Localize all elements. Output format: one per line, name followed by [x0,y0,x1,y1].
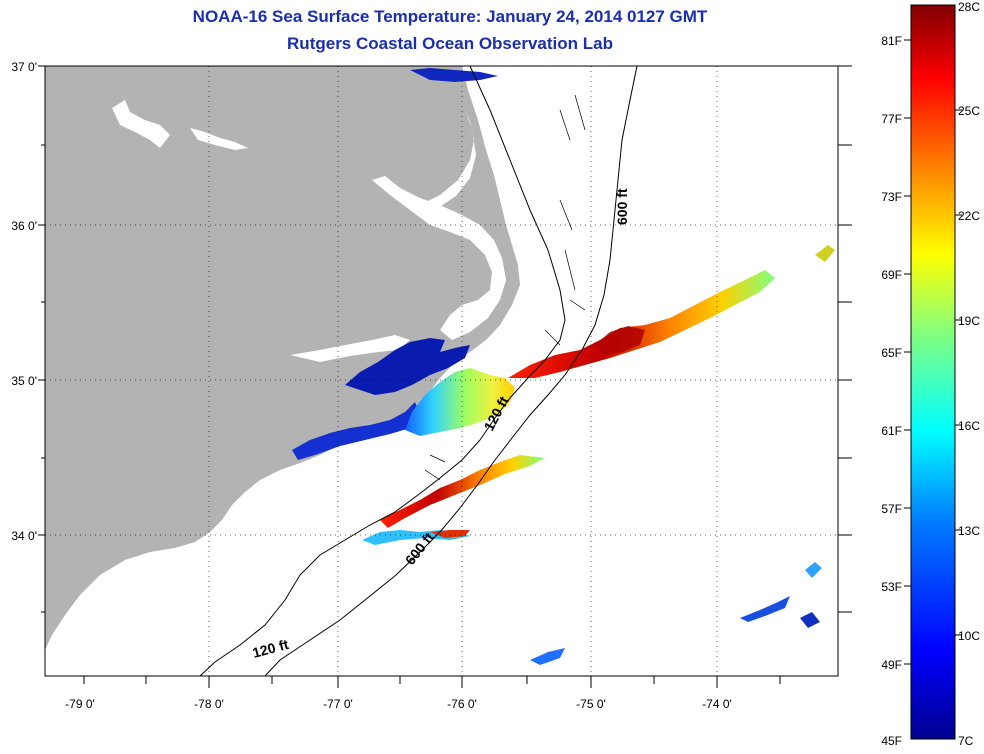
celsius-label: 19C [958,314,980,328]
inland-lake-white [112,100,170,148]
pamlico-sound [372,176,506,340]
albemarle-sound [420,108,476,208]
fahrenheit-label: 61F [881,424,902,438]
lat-tick-label: 35 0' [11,374,37,388]
grid-lines [45,66,838,676]
fahrenheit-label: 45F [881,734,902,748]
land-north-carolina [45,66,520,650]
lon-tick-label: -75 0' [576,697,606,711]
lat-tick-label: 37 0' [11,60,37,74]
celsius-label: 25C [958,104,980,118]
contour-600ft [264,66,638,676]
lon-tick-label: -79 0' [65,697,95,711]
celsius-label: 28C [958,0,980,14]
sst-patch-northeast [815,245,835,262]
fahrenheit-label: 77F [881,112,902,126]
lon-tick-label: -74 0' [702,697,732,711]
sst-gulf-stream-core [595,326,645,355]
lat-tick-label: 34 0' [11,529,37,543]
fahrenheit-label: 53F [881,580,902,594]
lon-tick-label: -78 0' [194,697,224,711]
celsius-label: 13C [958,524,980,538]
lat-tick-label: 36 0' [11,219,37,233]
fahrenheit-label: 81F [881,34,902,48]
lon-axis: -79 0' -78 0' -77 0' -76 0' -75 0' -74 0… [65,697,732,711]
map-subtitle: Rutgers Coastal Ocean Observation Lab [287,34,613,53]
sst-coastal-plume [405,368,515,436]
sst-patch-offshore-3 [800,612,820,628]
celsius-label: 16C [958,419,980,433]
contour-label-600-north: 600 ft [614,188,630,225]
fahrenheit-label: 49F [881,658,902,672]
fahrenheit-label: 57F [881,502,902,516]
inland-river-white [190,128,248,150]
lon-tick-label: -77 0' [323,697,353,711]
lon-tick-marks [83,676,781,688]
celsius-label: 7C [958,734,974,748]
shoal-lines [424,94,586,481]
neuse-river [290,335,410,362]
sst-gulf-stream [508,270,775,378]
lon-tick-label: -76 0' [447,697,477,711]
map-title: NOAA-16 Sea Surface Temperature: January… [192,7,708,26]
sst-patch-offshore-4 [805,562,822,578]
colorbar-fahrenheit-labels: 81F 77F 73F 69F 65F 61F 57F 53F 49F 45F [881,34,902,748]
sst-coast-cold [292,402,420,460]
colorbar [910,4,956,740]
lat-tick-marks [38,65,852,613]
sst-patch-offshore-2 [530,648,565,665]
celsius-label: 22C [958,209,980,223]
fahrenheit-label: 73F [881,190,902,204]
sst-patch-offshore-1 [740,596,790,622]
fahrenheit-label: 69F [881,268,902,282]
celsius-label: 10C [958,629,980,643]
colorbar-celsius-labels: 28C 25C 22C 19C 16C 13C 10C 7C [958,0,980,748]
lat-axis: 37 0' 36 0' 35 0' 34 0' [11,60,37,543]
sst-sound-cold [345,338,470,395]
colorbar-ticks [904,39,962,665]
fahrenheit-label: 65F [881,346,902,360]
contour-120ft [199,66,566,676]
